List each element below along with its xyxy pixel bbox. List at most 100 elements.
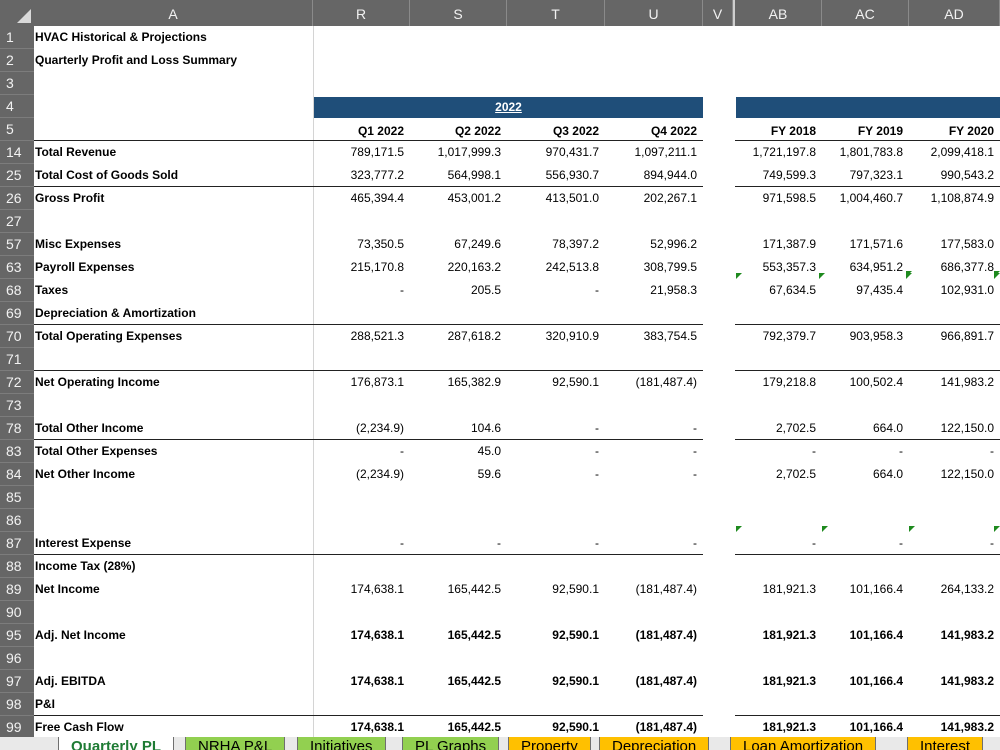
value-cell[interactable] bbox=[507, 693, 599, 716]
value-cell[interactable]: - bbox=[990, 536, 994, 550]
value-cell[interactable]: 202,267.1 bbox=[643, 191, 697, 205]
column-header-s[interactable]: S bbox=[410, 0, 507, 26]
value-cell[interactable]: 73,350.5 bbox=[357, 237, 404, 251]
value-cell[interactable]: 45.0 bbox=[477, 444, 501, 458]
value-cell[interactable] bbox=[735, 601, 816, 624]
column-header-ac[interactable]: AC bbox=[822, 0, 909, 26]
value-cell[interactable]: 174,638.1 bbox=[350, 628, 404, 642]
sheet-tab-interest[interactable]: Interest bbox=[907, 737, 984, 750]
row-header-98[interactable]: 98 bbox=[0, 693, 34, 716]
value-cell[interactable]: 205.5 bbox=[470, 283, 501, 297]
value-cell[interactable] bbox=[605, 348, 697, 371]
value-cell[interactable]: 664.0 bbox=[872, 467, 903, 481]
value-cell[interactable] bbox=[909, 348, 994, 371]
row-header-4[interactable]: 4 bbox=[0, 95, 34, 118]
row-header-84[interactable]: 84 bbox=[0, 463, 34, 486]
value-cell[interactable]: - bbox=[899, 444, 903, 458]
value-cell[interactable]: (181,487.4) bbox=[635, 582, 697, 596]
value-cell[interactable] bbox=[605, 210, 697, 233]
row-header-95[interactable]: 95 bbox=[0, 624, 34, 647]
value-cell[interactable]: 177,583.0 bbox=[940, 237, 994, 251]
value-cell[interactable]: (2,234.9) bbox=[355, 421, 404, 435]
value-cell[interactable]: 1,801,783.8 bbox=[839, 145, 903, 159]
value-cell[interactable] bbox=[909, 693, 994, 716]
value-cell[interactable]: 797,323.1 bbox=[849, 168, 903, 182]
row-header-90[interactable]: 90 bbox=[0, 601, 34, 624]
value-cell[interactable]: 21,958.3 bbox=[650, 283, 697, 297]
value-cell[interactable]: 141,983.2 bbox=[940, 674, 994, 688]
value-cell[interactable]: 171,571.6 bbox=[849, 237, 903, 251]
value-cell[interactable]: (181,487.4) bbox=[635, 628, 697, 642]
value-cell[interactable] bbox=[313, 394, 404, 417]
value-cell[interactable] bbox=[313, 302, 404, 325]
value-cell[interactable] bbox=[735, 647, 816, 670]
value-cell[interactable]: - bbox=[400, 444, 404, 458]
value-cell[interactable]: 320,910.9 bbox=[545, 329, 599, 343]
row-header-27[interactable]: 27 bbox=[0, 210, 34, 233]
value-cell[interactable] bbox=[822, 601, 903, 624]
value-cell[interactable]: 971,598.5 bbox=[762, 191, 816, 205]
value-cell[interactable]: 67,249.6 bbox=[454, 237, 501, 251]
value-cell[interactable] bbox=[410, 348, 501, 371]
value-cell[interactable] bbox=[909, 394, 994, 417]
value-cell[interactable] bbox=[605, 601, 697, 624]
column-header-u[interactable]: U bbox=[605, 0, 703, 26]
value-cell[interactable]: 165,442.5 bbox=[447, 628, 501, 642]
value-cell[interactable]: 101,166.4 bbox=[849, 720, 903, 734]
value-cell[interactable]: 102,931.0 bbox=[940, 283, 994, 297]
value-cell[interactable]: 181,921.3 bbox=[762, 628, 816, 642]
value-cell[interactable]: 1,721,197.8 bbox=[752, 145, 816, 159]
value-cell[interactable]: 179,218.8 bbox=[762, 375, 816, 389]
row-header-97[interactable]: 97 bbox=[0, 670, 34, 693]
value-cell[interactable]: 92,590.1 bbox=[552, 582, 599, 596]
value-cell[interactable]: 220,163.2 bbox=[447, 260, 501, 274]
value-cell[interactable] bbox=[313, 693, 404, 716]
value-cell[interactable]: 634,951.2 bbox=[849, 260, 903, 274]
value-cell[interactable]: 174,638.1 bbox=[350, 720, 404, 734]
value-cell[interactable] bbox=[605, 555, 697, 578]
sheet-tab-loan-amortization[interactable]: Loan Amortization bbox=[730, 737, 877, 750]
value-cell[interactable]: 2,099,418.1 bbox=[930, 145, 994, 159]
value-cell[interactable] bbox=[410, 509, 501, 532]
row-header-72[interactable]: 72 bbox=[0, 371, 34, 394]
row-header-99[interactable]: 99 bbox=[0, 716, 34, 739]
value-cell[interactable]: 564,998.1 bbox=[447, 168, 501, 182]
value-cell[interactable]: 556,930.7 bbox=[545, 168, 599, 182]
value-cell[interactable] bbox=[605, 509, 697, 532]
value-cell[interactable] bbox=[410, 394, 501, 417]
value-cell[interactable] bbox=[507, 647, 599, 670]
value-cell[interactable] bbox=[909, 302, 994, 325]
value-cell[interactable]: 181,921.3 bbox=[762, 720, 816, 734]
value-cell[interactable]: 92,590.1 bbox=[552, 674, 599, 688]
value-cell[interactable]: 92,590.1 bbox=[552, 375, 599, 389]
value-cell[interactable]: 903,958.3 bbox=[849, 329, 903, 343]
value-cell[interactable] bbox=[313, 348, 404, 371]
value-cell[interactable] bbox=[822, 348, 903, 371]
value-cell[interactable]: - bbox=[812, 444, 816, 458]
value-cell[interactable]: 749,599.3 bbox=[762, 168, 816, 182]
value-cell[interactable] bbox=[735, 394, 816, 417]
value-cell[interactable]: (181,487.4) bbox=[635, 674, 697, 688]
value-cell[interactable]: 323,777.2 bbox=[350, 168, 404, 182]
sheet-tab-initiatives[interactable]: Initiatives bbox=[297, 737, 386, 750]
value-cell[interactable] bbox=[735, 509, 816, 532]
value-cell[interactable] bbox=[822, 693, 903, 716]
value-cell[interactable]: 966,891.7 bbox=[940, 329, 994, 343]
value-cell[interactable]: 122,150.0 bbox=[940, 421, 994, 435]
value-cell[interactable]: 383,754.5 bbox=[643, 329, 697, 343]
value-cell[interactable] bbox=[909, 555, 994, 578]
row-header-96[interactable]: 96 bbox=[0, 647, 34, 670]
value-cell[interactable] bbox=[822, 486, 903, 509]
value-cell[interactable]: (2,234.9) bbox=[355, 467, 404, 481]
value-cell[interactable]: 789,171.5 bbox=[350, 145, 404, 159]
row-header-2[interactable]: 2 bbox=[0, 49, 34, 72]
value-cell[interactable]: 141,983.2 bbox=[940, 628, 994, 642]
value-cell[interactable] bbox=[822, 555, 903, 578]
row-header-14[interactable]: 14 bbox=[0, 141, 34, 164]
value-cell[interactable] bbox=[735, 302, 816, 325]
value-cell[interactable]: 174,638.1 bbox=[350, 674, 404, 688]
value-cell[interactable] bbox=[507, 348, 599, 371]
value-cell[interactable]: 92,590.1 bbox=[552, 628, 599, 642]
value-cell[interactable] bbox=[410, 693, 501, 716]
value-cell[interactable] bbox=[735, 348, 816, 371]
